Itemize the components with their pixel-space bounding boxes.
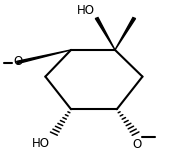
- Text: HO: HO: [32, 137, 50, 150]
- Text: O: O: [13, 55, 23, 68]
- Text: O: O: [132, 138, 142, 151]
- Text: HO: HO: [77, 4, 95, 17]
- Polygon shape: [17, 50, 71, 64]
- Polygon shape: [95, 18, 115, 50]
- Polygon shape: [115, 18, 136, 50]
